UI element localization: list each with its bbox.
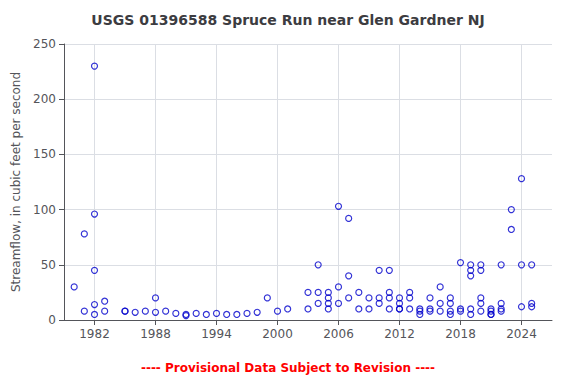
svg-text:0: 0 — [48, 313, 56, 327]
svg-text:1994: 1994 — [201, 327, 232, 341]
svg-text:50: 50 — [41, 258, 56, 272]
svg-text:2000: 2000 — [262, 327, 293, 341]
svg-text:2018: 2018 — [445, 327, 476, 341]
svg-text:150: 150 — [33, 147, 56, 161]
svg-text:Streamflow, in cubic feet per: Streamflow, in cubic feet per second — [9, 72, 23, 292]
svg-text:USGS 01396588 Spruce Run near: USGS 01396588 Spruce Run near Glen Gardn… — [91, 12, 484, 28]
svg-text:250: 250 — [33, 37, 56, 51]
svg-text:1982: 1982 — [79, 327, 110, 341]
svg-text:2024: 2024 — [506, 327, 537, 341]
svg-text:2006: 2006 — [323, 327, 354, 341]
svg-text:200: 200 — [33, 92, 56, 106]
svg-text:2012: 2012 — [384, 327, 415, 341]
svg-text:1988: 1988 — [140, 327, 171, 341]
svg-text:---- Provisional Data Subject: ---- Provisional Data Subject to Revisio… — [141, 361, 435, 375]
svg-text:100: 100 — [33, 203, 56, 217]
